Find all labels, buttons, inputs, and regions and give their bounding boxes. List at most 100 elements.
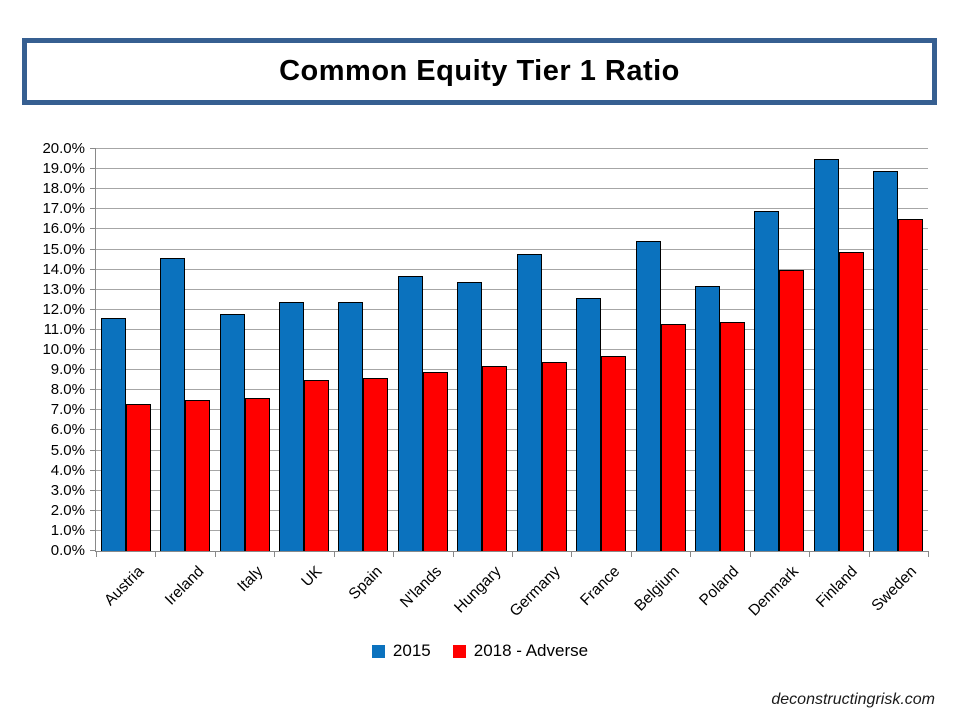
y-tick-2 — [90, 510, 96, 511]
bar-2018-adverse-n-lands — [422, 372, 448, 551]
x-tick-1 — [155, 551, 156, 557]
x-tick-2 — [215, 551, 216, 557]
legend: 2015 2018 - Adverse — [0, 641, 960, 661]
y-tick-10 — [90, 349, 96, 350]
x-tick-9 — [631, 551, 632, 557]
bar-2015-spain — [338, 302, 364, 551]
y-axis-label-5: 5.0% — [50, 442, 85, 459]
y-axis-label-16: 16.0% — [42, 220, 85, 237]
bar-2015-france — [576, 298, 602, 551]
legend-item-2015: 2015 — [371, 641, 431, 661]
gridline-5 — [96, 450, 928, 451]
x-axis-label-n-lands: N'lands — [396, 563, 445, 612]
bar-2018-adverse-belgium — [660, 324, 686, 551]
category-slot-belgium — [631, 241, 690, 551]
category-slot-finland — [809, 159, 868, 551]
bar-2015-italy — [219, 314, 245, 551]
x-tick-13 — [869, 551, 870, 557]
y-tick-4 — [90, 470, 96, 471]
x-axis-label-uk: UK — [298, 563, 327, 591]
gridline-14 — [96, 269, 928, 270]
y-tick-19 — [90, 168, 96, 169]
category-slot-austria — [96, 318, 155, 551]
y-tick-11 — [90, 329, 96, 330]
x-axis-label-denmark: Denmark — [744, 563, 802, 620]
bar-2018-adverse-spain — [363, 378, 389, 551]
x-tick-14 — [928, 551, 929, 557]
category-slot-hungary — [453, 282, 512, 551]
category-slot-france — [571, 298, 630, 551]
y-tick-20 — [90, 148, 96, 149]
bar-2015-belgium — [635, 241, 661, 551]
bar-2018-adverse-ireland — [185, 400, 211, 551]
bar-2015-ireland — [160, 258, 186, 551]
y-tick-18 — [90, 188, 96, 189]
y-axis-label-18: 18.0% — [42, 180, 85, 197]
bar-2015-finland — [813, 159, 839, 551]
bars-container — [96, 149, 928, 551]
y-axis-label-17: 17.0% — [42, 200, 85, 217]
y-axis-label-8: 8.0% — [50, 381, 85, 398]
y-axis-label-1: 1.0% — [50, 522, 85, 539]
legend-label-2015: 2015 — [392, 641, 431, 660]
x-tick-12 — [809, 551, 810, 557]
y-tick-9 — [90, 369, 96, 370]
bar-2015-n-lands — [397, 276, 423, 551]
bar-2018-adverse-italy — [244, 398, 270, 551]
y-tick-15 — [90, 249, 96, 250]
y-axis-label-15: 15.0% — [42, 241, 85, 258]
y-axis-label-7: 7.0% — [50, 401, 85, 418]
y-axis-label-9: 9.0% — [50, 361, 85, 378]
plot-area: 0.0% 1.0% 2.0% 3.0% 4.0% 5.0% 6.0% 7.0% 8.0% 9.0%… — [42, 140, 929, 620]
bar-2018-adverse-sweden — [898, 219, 924, 551]
x-axis-label-poland: Poland — [695, 563, 743, 610]
y-tick-17 — [90, 208, 96, 209]
x-tick-4 — [334, 551, 335, 557]
gridline-1 — [96, 530, 928, 531]
y-axis-label-6: 6.0% — [50, 421, 85, 438]
category-slot-spain — [334, 302, 393, 551]
y-axis-label-3: 3.0% — [50, 482, 85, 499]
y-tick-16 — [90, 228, 96, 229]
y-tick-5 — [90, 450, 96, 451]
bar-2015-hungary — [457, 282, 483, 551]
x-tick-7 — [512, 551, 513, 557]
bar-2018-adverse-denmark — [779, 270, 805, 551]
x-axis-label-ireland: Ireland — [161, 563, 208, 609]
x-axis-label-italy: Italy — [234, 563, 267, 596]
gridline-2 — [96, 510, 928, 511]
bar-2018-adverse-france — [601, 356, 627, 551]
category-slot-poland — [690, 286, 749, 551]
legend-label-2018-adverse: 2018 - Adverse — [473, 641, 589, 660]
x-tick-3 — [274, 551, 275, 557]
x-axis-label-austria: Austria — [101, 563, 148, 610]
gridline-4 — [96, 470, 928, 471]
bar-2018-adverse-hungary — [482, 366, 508, 551]
category-slot-ireland — [155, 258, 214, 551]
y-axis-label-4: 4.0% — [50, 462, 85, 479]
x-axis-label-sweden: Sweden — [868, 563, 921, 615]
x-axis-label-spain: Spain — [345, 563, 386, 604]
gridline-19 — [96, 168, 928, 169]
legend-swatch-2015 — [371, 644, 385, 658]
bar-2015-sweden — [873, 171, 899, 551]
gridline-17 — [96, 208, 928, 209]
category-slot-sweden — [868, 171, 927, 551]
gridline-16 — [96, 228, 928, 229]
watermark: deconstructingrisk.com — [771, 691, 935, 708]
bar-2018-adverse-uk — [303, 380, 329, 551]
title-box: Common Equity Tier 1 Ratio — [22, 38, 937, 105]
y-axis-label-11: 11.0% — [43, 321, 85, 338]
y-axis-label-0: 0.0% — [50, 542, 85, 559]
gridline-8 — [96, 389, 928, 390]
y-axis-label-19: 19.0% — [42, 160, 85, 177]
gridline-18 — [96, 188, 928, 189]
chart-title: Common Equity Tier 1 Ratio — [279, 55, 680, 87]
x-axis-label-france: France — [577, 563, 624, 610]
gridline-20 — [96, 148, 928, 149]
bar-2015-uk — [278, 302, 304, 551]
bar-2018-adverse-austria — [125, 404, 151, 551]
y-tick-1 — [90, 530, 96, 531]
y-axis-label-20: 20.0% — [42, 140, 85, 157]
